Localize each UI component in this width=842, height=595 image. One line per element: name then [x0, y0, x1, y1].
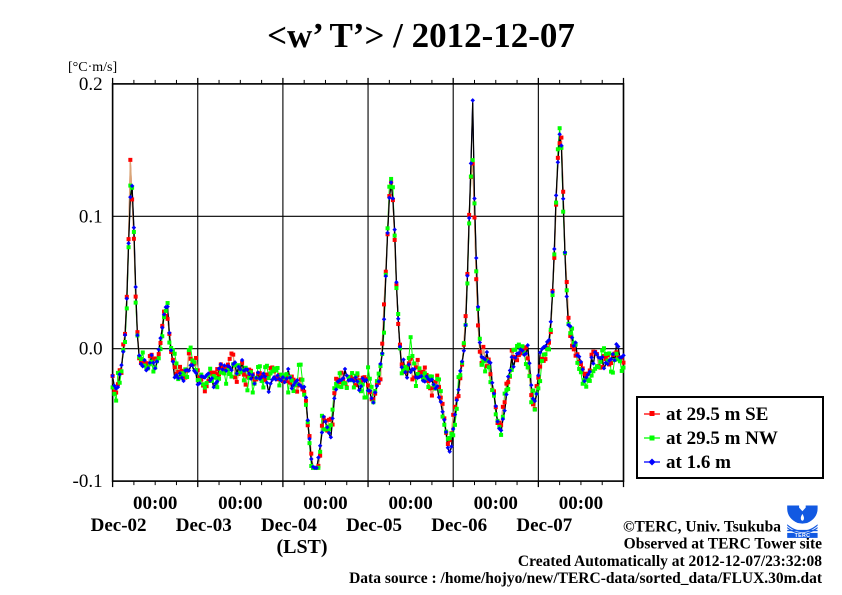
- svg-text:00:00: 00:00: [303, 493, 347, 514]
- svg-text:0.2: 0.2: [79, 74, 103, 95]
- svg-text:0.0: 0.0: [79, 339, 103, 360]
- svg-text:00:00: 00:00: [474, 493, 518, 514]
- svg-text:©TERC, Univ. Tsukuba: ©TERC, Univ. Tsukuba: [623, 519, 781, 536]
- svg-text:at 29.5 m SE: at 29.5 m SE: [666, 404, 768, 425]
- svg-text:00:00: 00:00: [218, 493, 262, 514]
- svg-text:(LST): (LST): [276, 536, 327, 558]
- svg-text:at 29.5 m NW: at 29.5 m NW: [666, 428, 778, 449]
- svg-text:-0.1: -0.1: [73, 471, 103, 492]
- svg-text:Dec-05: Dec-05: [346, 515, 402, 536]
- svg-text:at 1.6 m: at 1.6 m: [666, 452, 731, 473]
- svg-text:Dec-04: Dec-04: [261, 515, 317, 536]
- svg-text:00:00: 00:00: [559, 493, 603, 514]
- svg-text:00:00: 00:00: [388, 493, 432, 514]
- svg-text:Observed at TERC Tower site: Observed at TERC Tower site: [624, 536, 822, 553]
- svg-text:[°C·m/s]: [°C·m/s]: [68, 60, 117, 75]
- svg-text:00:00: 00:00: [133, 493, 177, 514]
- svg-text:Dec-07: Dec-07: [516, 515, 572, 536]
- svg-text:Dec-02: Dec-02: [91, 515, 147, 536]
- svg-text:Data source : /home/hojyo/new/: Data source : /home/hojyo/new/TERC-data/…: [349, 570, 823, 587]
- svg-text:Created Automatically at 2012-: Created Automatically at 2012-12-07/23:3…: [518, 553, 822, 570]
- svg-text:TERC: TERC: [795, 533, 811, 539]
- svg-text:Dec-06: Dec-06: [431, 515, 487, 536]
- svg-text:0.1: 0.1: [79, 206, 103, 227]
- svg-text:Dec-03: Dec-03: [176, 515, 232, 536]
- svg-text:<w’ T’> / 2012-12-07: <w’ T’> / 2012-12-07: [267, 16, 575, 55]
